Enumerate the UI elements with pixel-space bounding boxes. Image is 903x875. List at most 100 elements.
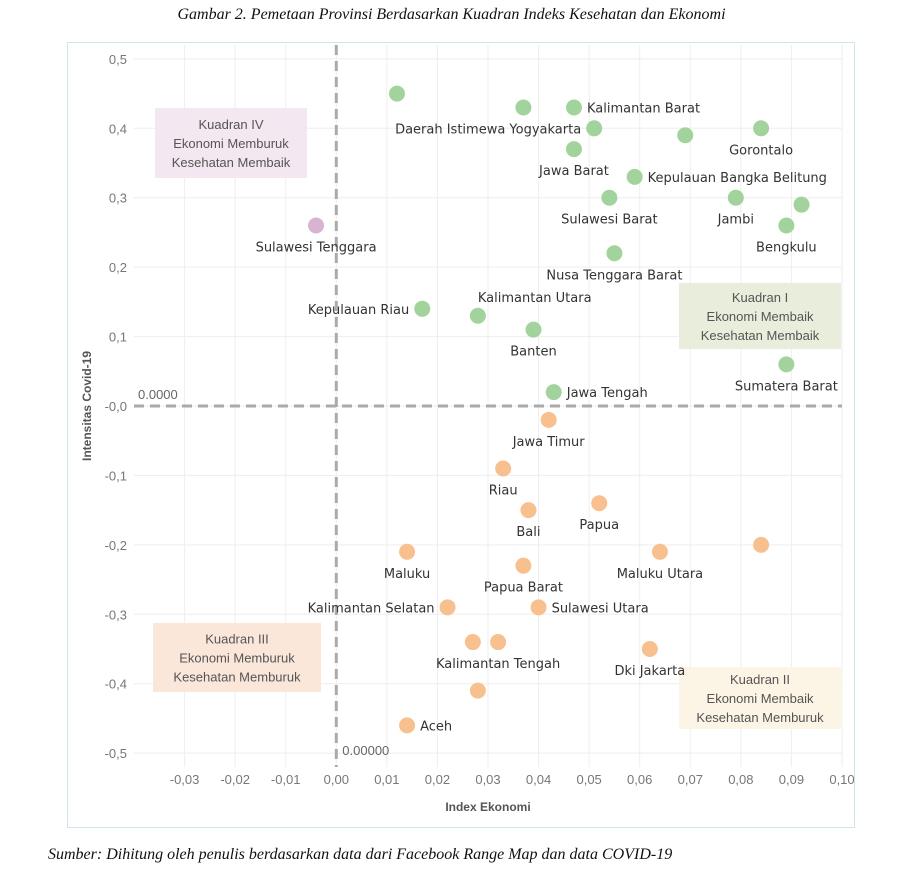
y-tick-label: 0,3 [109, 191, 127, 206]
data-point [778, 217, 795, 234]
y-tick-label: -0,5 [105, 746, 127, 761]
point-label: Dki Jakarta [614, 664, 685, 679]
quadrant-label: Ekonomi Memburuk [173, 136, 289, 151]
data-point [464, 634, 481, 651]
point-label: Jawa Timur [512, 435, 586, 450]
y-tick-label: -0,2 [105, 538, 127, 553]
data-point [469, 307, 486, 324]
quadrant-boxes: Kuadran I Ekonomi Membaik Kesehatan Membai… [153, 108, 841, 729]
data-point [753, 120, 770, 137]
data-point [778, 356, 795, 373]
y-tick-label: 0,5 [109, 52, 127, 67]
point-label: Papua [579, 518, 619, 533]
data-point [515, 99, 532, 116]
x-tick-label: 0,06 [627, 772, 652, 787]
quadrant-label: Kesehatan Memburuk [173, 670, 301, 685]
data-point [540, 411, 557, 428]
data-point [727, 189, 744, 206]
x-tick-label: 0,10 [829, 772, 854, 787]
point-label: Kalimantan Utara [478, 291, 592, 306]
quadrant-label: Kuadran I [732, 290, 788, 305]
x-tick-label: 0,05 [576, 772, 601, 787]
point-label: Maluku Utara [617, 567, 703, 582]
data-point [530, 599, 547, 616]
data-point [591, 495, 608, 512]
quadrant-label: Kesehatan Memburuk [696, 710, 824, 725]
reference-lines: 0.0000 0.00000 [134, 45, 842, 767]
data-point [793, 196, 810, 213]
y-tick-label: 0,2 [109, 260, 127, 275]
point-label: Jambi [717, 213, 754, 228]
data-point [439, 599, 456, 616]
data-point [490, 634, 507, 651]
point-label: Daerah Istimewa Yogyakarta [395, 122, 581, 137]
data-point [399, 543, 416, 560]
data-point [520, 502, 537, 519]
quadrant-label: Kuadran IV [198, 117, 263, 132]
y-tick-label: -0,4 [105, 677, 127, 692]
point-label: Kalimantan Tengah [436, 657, 560, 672]
y-tick-label: -0,1 [105, 468, 127, 483]
x-tick-label: -0,02 [220, 772, 250, 787]
point-label: Banten [510, 345, 556, 360]
y-tick-label: 0,1 [109, 330, 127, 345]
figure-source: Sumber: Dihitung oleh penulis berdasarka… [48, 846, 673, 863]
data-point [469, 682, 486, 699]
y-tick-label: -0,3 [105, 607, 127, 622]
point-label: Kepulauan Riau [308, 303, 409, 318]
y-tick-label: -0,0 [105, 399, 127, 414]
data-point [565, 141, 582, 158]
point-label: Maluku [384, 567, 430, 582]
chart-frame [67, 42, 855, 828]
data-point [753, 536, 770, 553]
quadrant-label: Kuadran III [205, 632, 269, 647]
x-tick-label: 0,01 [374, 772, 399, 787]
data-point [626, 168, 643, 185]
quadrant-box [679, 667, 841, 729]
point-label: Kalimantan Barat [587, 101, 700, 116]
data-point [388, 85, 405, 102]
point-label: Nusa Tenggara Barat [546, 268, 682, 283]
point-labels: Kalimantan Barat Daerah Istimewa Yogyakar… [256, 101, 838, 734]
y-axis-title: Intensitas Covid-19 [80, 351, 94, 461]
x-tick-label: 0,00 [324, 772, 349, 787]
quadrant-label: Kuadran II [730, 672, 790, 687]
data-point [586, 120, 603, 137]
data-point [525, 321, 542, 338]
quadrant-label: Ekonomi Memburuk [179, 651, 295, 666]
quadrant-box [155, 108, 307, 178]
data-point [308, 217, 325, 234]
quadrant-box [679, 283, 841, 349]
data-point [515, 557, 532, 574]
x-axis-title: Index Ekonomi [445, 800, 530, 814]
x-tick-label: -0,03 [170, 772, 200, 787]
y-tick-label: 0,4 [109, 121, 127, 136]
data-point [545, 384, 562, 401]
data-point [601, 189, 618, 206]
quadrant-label: Kesehatan Membaik [172, 155, 291, 170]
point-label: Aceh [420, 719, 452, 734]
data-point [651, 543, 668, 560]
data-point [606, 245, 623, 262]
quadrant-label: Ekonomi Membaik [707, 309, 814, 324]
point-label: Jawa Tengah [566, 386, 648, 401]
point-label: Sulawesi Barat [561, 213, 658, 228]
point-label: Kalimantan Selatan [308, 601, 435, 616]
x-tick-label: 0,08 [728, 772, 753, 787]
zero-line-horizontal-label: 0.0000 [138, 387, 178, 402]
figure-title: Gambar 2. Pemetaan Provinsi Berdasarkan … [177, 6, 726, 23]
x-tick-label: 0,09 [779, 772, 804, 787]
x-tick-label: 0,03 [475, 772, 500, 787]
point-label: Kepulauan Bangka Belitung [648, 171, 827, 186]
data-points [308, 85, 810, 734]
point-label: Sumatera Barat [735, 379, 838, 394]
point-label: Jawa Barat [538, 164, 609, 179]
x-tick-label: 0,04 [526, 772, 551, 787]
point-label: Bali [516, 525, 540, 540]
data-point [495, 460, 512, 477]
data-point [677, 127, 694, 144]
x-tick-label: 0,02 [425, 772, 450, 787]
point-label: Sulawesi Utara [552, 601, 649, 616]
data-point [414, 300, 431, 317]
data-point [399, 717, 416, 734]
